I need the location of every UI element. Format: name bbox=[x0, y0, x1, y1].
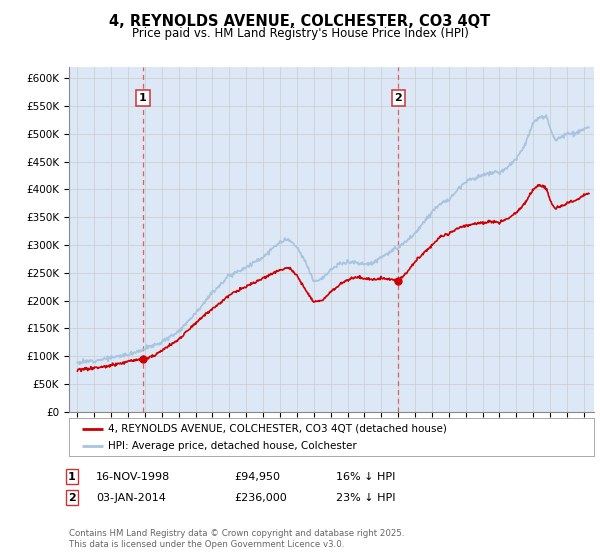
Text: 1: 1 bbox=[139, 93, 147, 102]
Text: 16% ↓ HPI: 16% ↓ HPI bbox=[336, 472, 395, 482]
Text: £236,000: £236,000 bbox=[234, 493, 287, 503]
Text: £94,950: £94,950 bbox=[234, 472, 280, 482]
Text: 03-JAN-2014: 03-JAN-2014 bbox=[96, 493, 166, 503]
Text: 4, REYNOLDS AVENUE, COLCHESTER, CO3 4QT: 4, REYNOLDS AVENUE, COLCHESTER, CO3 4QT bbox=[109, 14, 491, 29]
Text: 1: 1 bbox=[68, 472, 76, 482]
Text: Contains HM Land Registry data © Crown copyright and database right 2025.
This d: Contains HM Land Registry data © Crown c… bbox=[69, 529, 404, 549]
Text: 16-NOV-1998: 16-NOV-1998 bbox=[96, 472, 170, 482]
Text: 23% ↓ HPI: 23% ↓ HPI bbox=[336, 493, 395, 503]
Text: 2: 2 bbox=[68, 493, 76, 503]
Text: HPI: Average price, detached house, Colchester: HPI: Average price, detached house, Colc… bbox=[109, 441, 357, 451]
Text: Price paid vs. HM Land Registry's House Price Index (HPI): Price paid vs. HM Land Registry's House … bbox=[131, 27, 469, 40]
Text: 2: 2 bbox=[394, 93, 402, 102]
Text: 4, REYNOLDS AVENUE, COLCHESTER, CO3 4QT (detached house): 4, REYNOLDS AVENUE, COLCHESTER, CO3 4QT … bbox=[109, 423, 447, 433]
